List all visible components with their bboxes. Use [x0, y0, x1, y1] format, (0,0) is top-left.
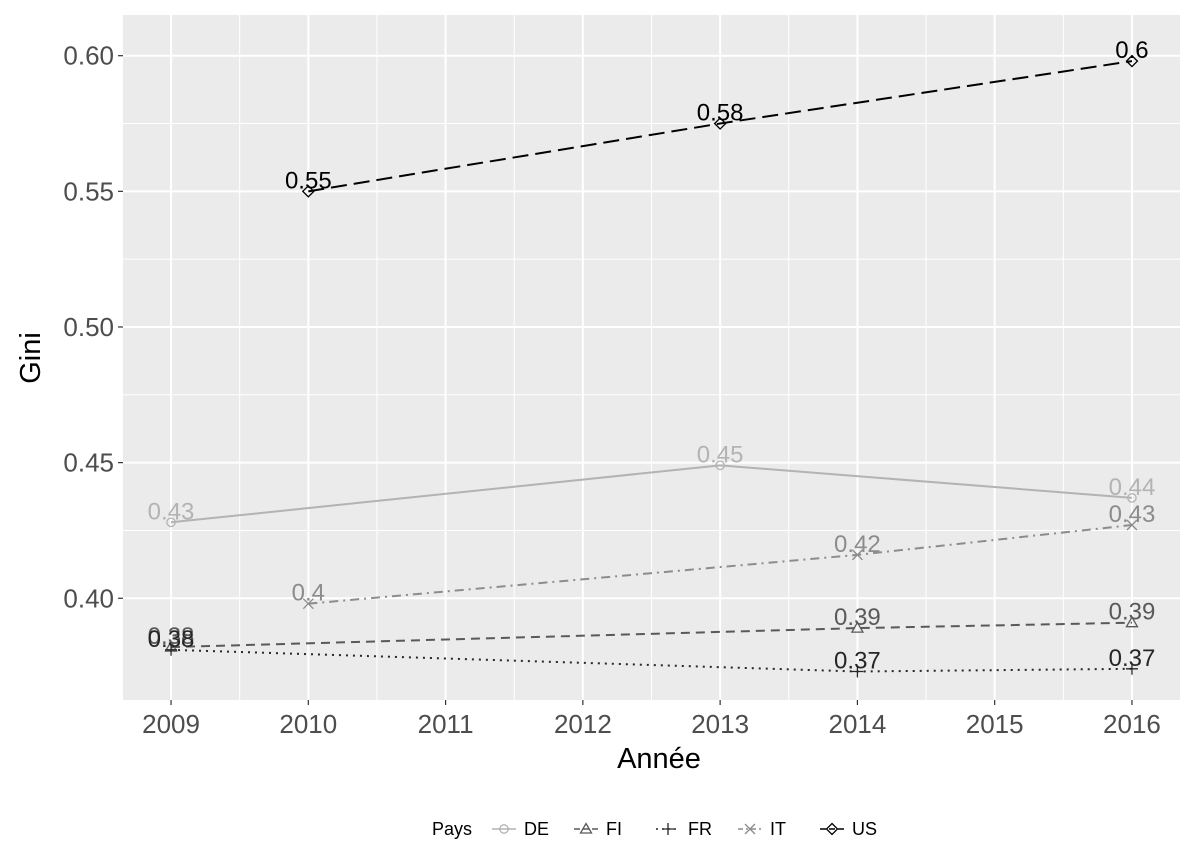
data-label-us: 0.55 [285, 167, 332, 194]
series-line-de [170, 464, 1133, 524]
x-tick-label: 2013 [691, 709, 749, 739]
data-label-de: 0.45 [697, 441, 744, 468]
x-tick-label: 2009 [142, 709, 200, 739]
data-labels: 0.430.450.440.380.39 0.390.380.37 0.370.40… [148, 37, 1156, 674]
x-tick-label: 2010 [279, 709, 337, 739]
data-point-fi [850, 621, 865, 633]
legend-key-marker [825, 822, 839, 836]
y-axis: 0.40 0.45 0.50 0.55 0.60 [63, 41, 123, 613]
y-tick-label: 0.40 [63, 583, 114, 613]
series-line-fi [171, 621, 1132, 649]
legend-key-marker [662, 823, 674, 835]
legend-label: US [852, 819, 877, 839]
data-label-it: 0.42 [834, 531, 881, 558]
legend-item-fi: FI [574, 819, 622, 839]
data-label-fi: 0.39 [1109, 599, 1156, 626]
data-label-de: 0.44 [1109, 474, 1156, 501]
data-point-fr [165, 643, 178, 656]
data-point-de [166, 517, 176, 528]
data-label-fr: 0.38 [148, 626, 195, 653]
y-tick-label: 0.60 [63, 41, 114, 71]
data-label-it: 0.43 [1109, 501, 1156, 528]
data-point-us [713, 117, 727, 130]
legend: Pays DE FI FR IT US [432, 819, 877, 839]
legend-item-it: IT [738, 819, 786, 839]
legend-label: FI [606, 819, 622, 839]
legend-key-marker [579, 822, 593, 834]
y-tick-label: 0.45 [63, 448, 114, 478]
x-tick-label: 2016 [1103, 709, 1161, 739]
legend-title: Pays [432, 819, 472, 839]
data-point-it [1126, 519, 1138, 531]
x-tick-label: 2011 [418, 709, 474, 739]
data-label-de: 0.43 [148, 498, 195, 525]
data-point-it [302, 598, 314, 610]
y-tick-label: 0.55 [63, 176, 114, 206]
legend-item-fr: FR [656, 819, 712, 839]
data-label-it: 0.4 [292, 580, 325, 607]
data-label-fi: 0.38 [148, 623, 195, 650]
legend-item-de: DE [492, 819, 549, 839]
data-point-fr [851, 665, 864, 678]
legend-label: DE [524, 819, 549, 839]
x-tick-label: 2015 [966, 709, 1024, 739]
x-axis: 2009 2010 2011 2012 2013 2014 2015 2016 [142, 700, 1161, 739]
data-point-de [1127, 493, 1137, 503]
data-point-fr [1125, 662, 1138, 675]
legend-key-marker [499, 824, 509, 834]
legend-item-us: US [820, 819, 877, 839]
legend-label: FR [688, 819, 712, 839]
x-tick-label: 2014 [828, 709, 886, 739]
legend-key-marker [744, 823, 756, 835]
x-tick-label: 2012 [554, 709, 612, 739]
data-label-fr: 0.37 [834, 648, 881, 675]
series-line-us [308, 60, 1133, 193]
data-point-us [1125, 54, 1139, 68]
data-label-us: 0.6 [1115, 37, 1148, 64]
x-axis-title: Année [617, 743, 701, 775]
data-point-de [715, 460, 725, 471]
data-point-it [851, 549, 863, 561]
y-tick-label: 0.50 [63, 312, 114, 342]
series-markers [164, 54, 1139, 678]
data-point-fi [1125, 615, 1139, 628]
y-axis-title: Gini [15, 332, 47, 384]
data-label-fi: 0.39 [834, 604, 881, 631]
data-label-fr: 0.37 [1109, 645, 1156, 672]
data-point-us [301, 184, 315, 198]
data-label-us: 0.58 [697, 100, 744, 127]
minor-gridlines [123, 15, 1180, 700]
legend-label: IT [770, 819, 786, 839]
